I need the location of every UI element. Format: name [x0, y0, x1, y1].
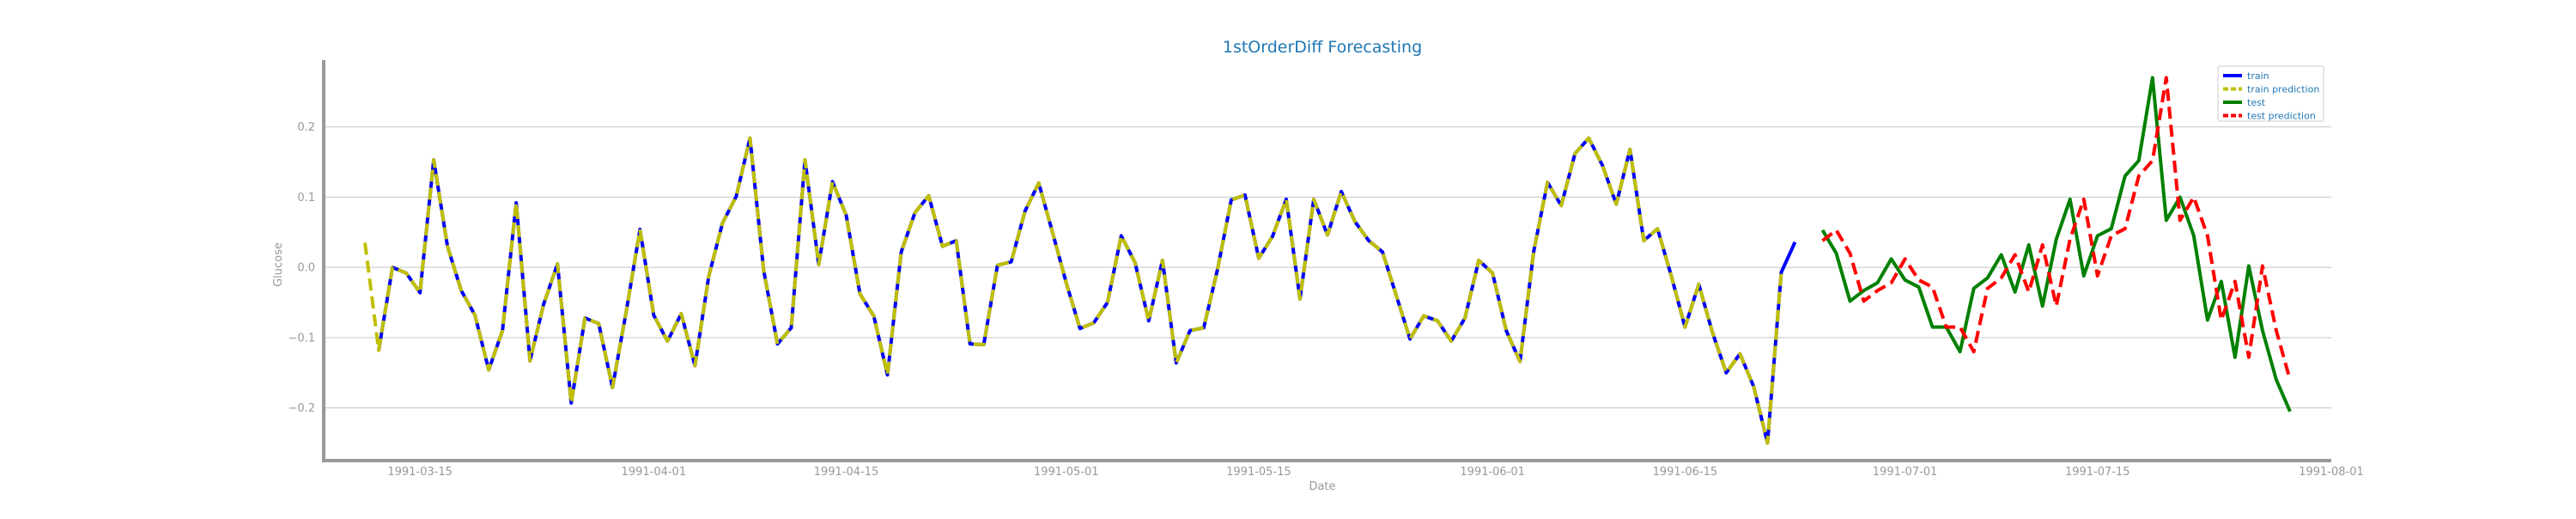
x-tick-label: 1991-05-01 — [1034, 466, 1099, 479]
x-tick-labels: 1991-03-15 1991-04-01 1991-04-15 1991-05-01… — [387, 466, 2363, 479]
x-tick-label: 1991-08-01 — [2299, 466, 2364, 479]
x-tick-label: 1991-04-01 — [622, 466, 687, 479]
legend-label-train: train — [2247, 70, 2269, 82]
legend-label-test-prediction: test prediction — [2247, 111, 2316, 122]
legend-label-train-prediction: train prediction — [2247, 84, 2319, 95]
x-tick-label: 1991-07-15 — [2065, 466, 2130, 479]
x-tick-label: 1991-04-15 — [814, 466, 879, 479]
axes — [322, 60, 2331, 462]
x-tick-label: 1991-05-15 — [1226, 466, 1291, 479]
y-tick-label: 0.0 — [297, 262, 315, 275]
y-tick-labels: −0.2 −0.1 0.0 0.1 0.2 — [288, 121, 315, 415]
series-lines — [363, 76, 2292, 445]
grid-lines — [324, 126, 2331, 409]
y-tick-label: −0.2 — [288, 402, 315, 415]
y-tick-label: 0.2 — [297, 121, 315, 134]
x-axis-label: Date — [1309, 480, 1335, 493]
x-tick-label: 1991-06-15 — [1653, 466, 1718, 479]
legend: train train prediction test test prediction — [2217, 65, 2324, 122]
y-axis-label: Glucose — [272, 242, 285, 287]
series-line-test-prediction — [1821, 76, 2292, 381]
y-tick-label: 0.1 — [297, 192, 315, 205]
chart-title: 1stOrderDiff Forecasting — [1223, 38, 1422, 57]
y-tick-label: −0.1 — [288, 332, 315, 345]
legend-box — [2217, 65, 2324, 122]
x-tick-label: 1991-07-01 — [1873, 466, 1938, 479]
legend-label-test: test — [2247, 97, 2266, 108]
series-line-train — [377, 136, 1797, 445]
x-tick-label: 1991-06-01 — [1460, 466, 1525, 479]
x-tick-label: 1991-03-15 — [387, 466, 453, 479]
series-line-test — [1820, 76, 2292, 412]
series-line-train-prediction — [363, 136, 1783, 445]
